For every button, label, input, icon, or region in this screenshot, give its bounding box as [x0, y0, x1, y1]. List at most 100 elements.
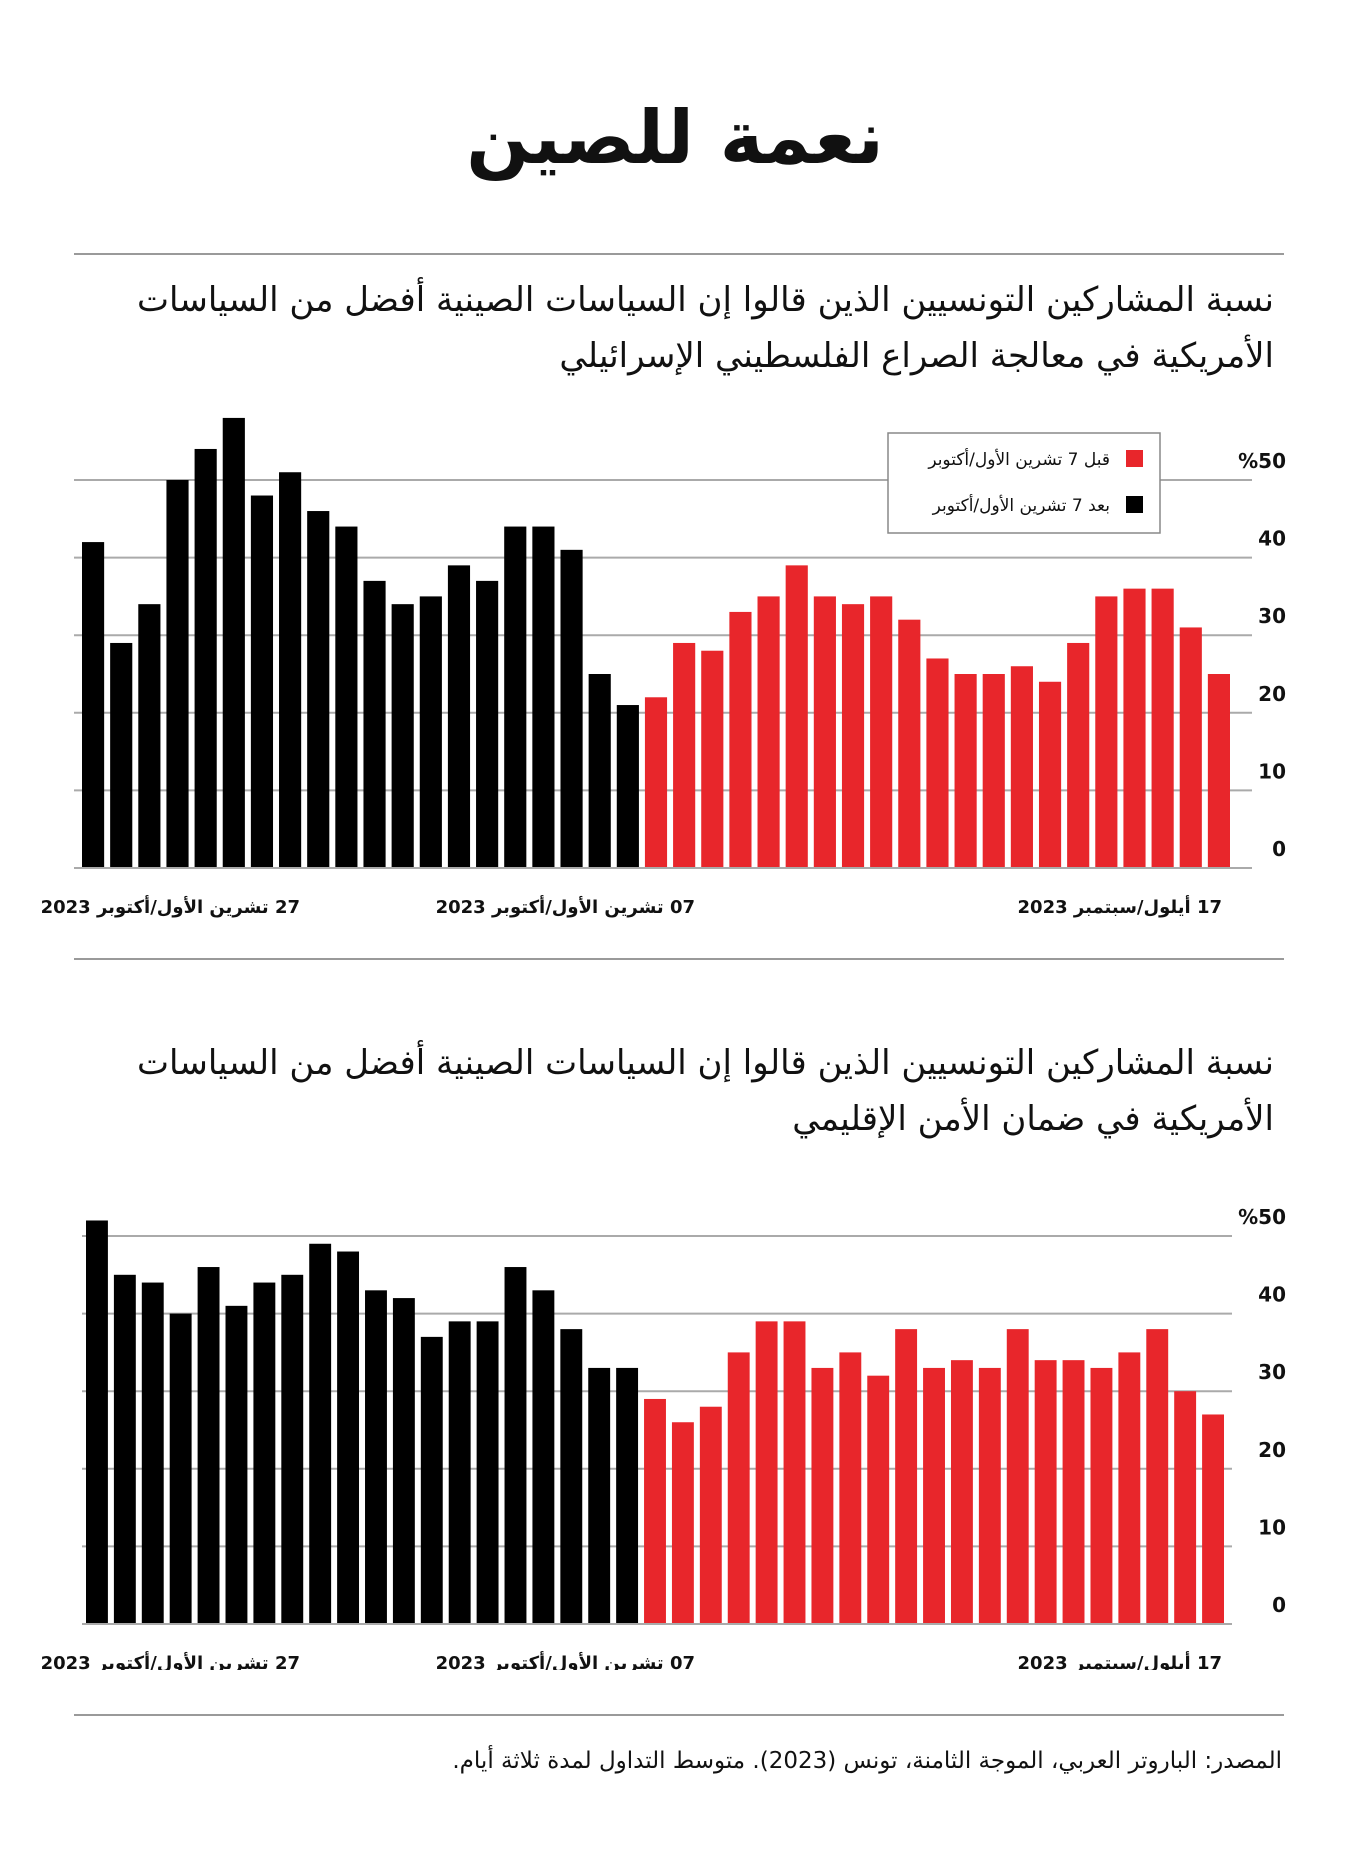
page-title: نعمة للصين: [466, 95, 884, 181]
chart1-bar: [363, 580, 386, 868]
chart2-bar: [895, 1329, 918, 1624]
chart2-bar: [839, 1352, 862, 1624]
chart2-bar: [1034, 1360, 1057, 1624]
chart1-bar: [898, 619, 921, 868]
chart1-bar: [307, 511, 330, 868]
chart2-bar: [309, 1243, 332, 1624]
chart1-bar: [673, 642, 696, 868]
divider-bottom: [74, 1714, 1284, 1716]
chart2-bar: [1118, 1352, 1141, 1624]
chart2-bar: [197, 1267, 220, 1624]
chart2-bar: [476, 1321, 499, 1624]
chart1-bar: [391, 604, 414, 868]
chart1-bar: [560, 549, 583, 868]
chart2-bar: [699, 1406, 722, 1624]
chart2-bar: [950, 1360, 973, 1624]
chart1-bar: [729, 611, 752, 868]
chart2-bar: [1062, 1360, 1085, 1624]
chart1-bar: [1207, 674, 1230, 868]
chart1-bar: [1095, 596, 1118, 868]
chart2-bar: [504, 1267, 527, 1624]
chart1-title: نسبة المشاركين التونسيين الذين قالوا إن …: [136, 280, 1274, 376]
chart1-bar: [279, 472, 302, 868]
chart1-bar: [1038, 681, 1062, 868]
chart1-bar: [504, 526, 527, 868]
chart1-bar: [588, 674, 611, 868]
chart1-bar: [1123, 588, 1146, 868]
chart2-title: نسبة المشاركين التونسيين الذين قالوا إن …: [136, 1043, 1274, 1139]
chart2-bar: [1006, 1329, 1029, 1624]
chart1-bar: [1067, 642, 1090, 868]
chart1-xlabel-end: 27 تشرين الأول/أكتوبر 2023: [41, 895, 300, 918]
chart1-bar: [166, 480, 189, 868]
chart1-bar: [616, 705, 639, 868]
chart2-bar: [923, 1367, 945, 1624]
chart1-bar: [1010, 666, 1033, 868]
chart2-bar: [1090, 1367, 1113, 1624]
chart2-bar: [281, 1274, 304, 1624]
chart1-bar: [644, 697, 668, 868]
chart1-legend-box: [887, 432, 1161, 534]
chart2-bar: [113, 1274, 136, 1624]
chart1-ytick-label: 40: [1258, 527, 1286, 551]
chart2-bar: [365, 1290, 387, 1624]
chart2-ytick-label: 10: [1258, 1515, 1286, 1539]
chart1-bar: [757, 596, 780, 868]
chart2-bar-chart: 0 10 20 30 40 %50 17 أيلول/سبتمبر 2023 07 تشرين…: [41, 1205, 1286, 1670]
chart1-bar: [785, 565, 808, 868]
chart1-bar: [476, 580, 499, 868]
chart2-bar: [1146, 1329, 1169, 1624]
chart2-bar: [420, 1336, 443, 1624]
chart1-bar: [926, 658, 949, 868]
chart2-xlabel-middle: 07 تشرين الأول/أكتوبر 2023: [436, 1651, 695, 1670]
chart2-bar: [225, 1305, 248, 1624]
chart1-bar: [447, 565, 471, 868]
chart1-bar-chart: 0 10 20 30 40 %50 17 أيلول/سبتمبر 2023 07 تشرين…: [41, 417, 1286, 918]
source-note: المصدر: الباروتر العربي، الموجة الثامنة،…: [452, 1748, 1282, 1774]
chart1-legend-swatch-after: [1126, 496, 1143, 513]
chart2-xlabel-start: 17 أيلول/سبتمبر 2023: [1018, 1651, 1222, 1670]
chart2-bar: [783, 1321, 806, 1624]
chart1-bar: [194, 448, 217, 868]
chart1-bar: [138, 604, 161, 868]
chart1-legend-label-after: بعد 7 تشرين الأول/أكتوبر: [932, 494, 1110, 516]
chart1-bar: [250, 495, 274, 868]
chart2-bar: [616, 1367, 639, 1624]
chart2-ytick-label: 0: [1272, 1593, 1286, 1617]
chart2-ytick-label: 30: [1258, 1360, 1286, 1384]
chart1-bar: [701, 650, 724, 868]
chart1-ytick-label: 30: [1258, 604, 1286, 628]
chart2-bar: [532, 1290, 555, 1624]
chart2-bar: [141, 1282, 164, 1624]
chart1-bar: [419, 596, 442, 868]
chart1-legend-label-before: قبل 7 تشرين الأول/أكتوبر: [927, 448, 1110, 470]
chart1-ytick-label: %50: [1238, 449, 1286, 473]
chart2-ytick-label: 40: [1258, 1283, 1286, 1307]
chart2-bar: [1174, 1391, 1197, 1624]
chart1-bar: [1179, 627, 1202, 868]
chart1-bar: [110, 642, 133, 868]
chart2-bar: [86, 1220, 108, 1624]
chart2-bar: [1202, 1414, 1224, 1624]
chart2-ytick-label: %50: [1238, 1205, 1286, 1229]
chart1-xlabel-start: 17 أيلول/سبتمبر 2023: [1018, 895, 1222, 918]
chart1-bar: [532, 526, 555, 868]
chart2-bar: [448, 1321, 471, 1624]
chart2-ytick-label: 20: [1258, 1438, 1286, 1462]
chart1-ytick-label: 20: [1258, 682, 1286, 706]
divider-middle: [74, 958, 1284, 960]
chart2-bar: [337, 1251, 360, 1624]
chart2-bar: [978, 1367, 1001, 1624]
chart2-bar: [755, 1321, 778, 1624]
chart1-bar: [813, 596, 836, 868]
divider-top: [74, 253, 1284, 255]
chart1-bar: [1151, 588, 1174, 868]
chart1-bar: [870, 596, 893, 868]
chart2-xlabel-end: 27 تشرين الأول/أكتوبر 2023: [41, 1651, 300, 1670]
chart2-bar: [253, 1282, 276, 1624]
chart1-bar: [335, 526, 358, 868]
chart1-bar: [982, 674, 1005, 868]
chart2-bar: [727, 1352, 750, 1624]
chart2-bar: [811, 1367, 834, 1624]
chart2-bar: [560, 1329, 583, 1624]
